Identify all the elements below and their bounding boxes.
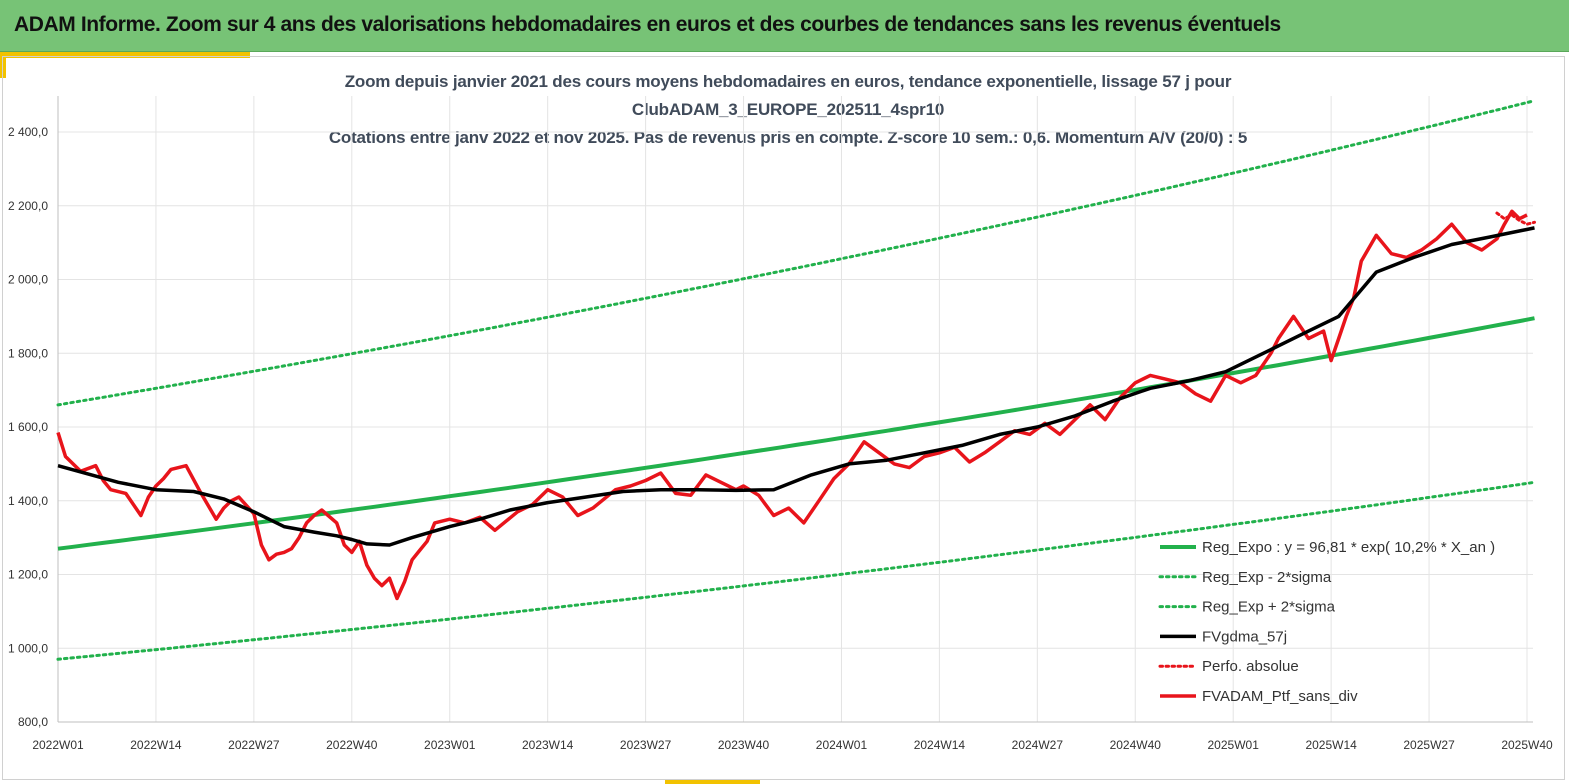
legend-label-reg-minus: Reg_Exp - 2*sigma bbox=[1202, 569, 1332, 586]
y-tick-label: 2 400,0 bbox=[8, 125, 48, 139]
bottom-accent bbox=[665, 780, 760, 784]
series-reg-minus bbox=[56, 480, 1536, 661]
x-tick-label: 2024W27 bbox=[1012, 738, 1064, 752]
x-tick-label: 2022W27 bbox=[228, 738, 280, 752]
accent-left bbox=[0, 52, 6, 78]
tick-layer: 800,0 1 000,0 1 200,0 1 400,0 1 600,0 1 800,0… bbox=[8, 96, 1553, 752]
series-layer bbox=[56, 99, 1536, 661]
x-tick-label: 2023W40 bbox=[718, 738, 770, 752]
accent-bar bbox=[0, 52, 250, 58]
y-tick-label: 1 600,0 bbox=[8, 420, 48, 434]
header-title: ADAM Informe. Zoom sur 4 ans des valoris… bbox=[14, 13, 1281, 36]
legend-label-gdma: FVgdma_57j bbox=[1202, 628, 1287, 645]
legend-label-ptf: FVADAM_Ptf_sans_div bbox=[1202, 688, 1358, 705]
y-tick-label: 800,0 bbox=[18, 715, 48, 729]
series-reg bbox=[57, 316, 1535, 551]
legend: Reg_Expo : y = 96,81 * exp( 10,2% * X_an… bbox=[1158, 539, 1495, 705]
series-perf bbox=[1495, 211, 1536, 226]
y-tick-label: 1 800,0 bbox=[8, 346, 48, 360]
x-tick-label: 2023W14 bbox=[522, 738, 574, 752]
x-tick-label: 2023W27 bbox=[620, 738, 672, 752]
series-reg-plus bbox=[56, 99, 1536, 407]
legend-label-perf: Perfo. absolue bbox=[1202, 658, 1299, 675]
legend-label-reg: Reg_Expo : y = 96,81 * exp( 10,2% * X_an… bbox=[1202, 539, 1495, 556]
y-tick-label: 1 000,0 bbox=[8, 641, 48, 655]
chart-title-line-2: ClubADAM_3_EUROPE_202511_4spr10 bbox=[631, 100, 945, 119]
legend-label-reg-plus: Reg_Exp + 2*sigma bbox=[1202, 599, 1336, 616]
x-tick-label: 2024W40 bbox=[1110, 738, 1162, 752]
series-ptf bbox=[56, 209, 1528, 601]
x-tick-label: 2025W27 bbox=[1403, 738, 1455, 752]
x-tick-label: 2025W40 bbox=[1501, 738, 1553, 752]
y-tick-label: 1 400,0 bbox=[8, 494, 48, 508]
chart-title-line-1: Zoom depuis janvier 2021 des cours moyen… bbox=[344, 72, 1232, 91]
x-tick-label: 2024W01 bbox=[816, 738, 868, 752]
x-tick-label: 2022W14 bbox=[130, 738, 182, 752]
x-tick-label: 2025W01 bbox=[1208, 738, 1260, 752]
x-tick-label: 2025W14 bbox=[1305, 738, 1357, 752]
x-tick-label: 2022W40 bbox=[326, 738, 378, 752]
x-tick-label: 2023W01 bbox=[424, 738, 476, 752]
y-tick-label: 2 200,0 bbox=[8, 199, 48, 213]
chart-frame bbox=[2, 56, 1565, 780]
chart-title: Zoom depuis janvier 2021 des cours moyen… bbox=[200, 68, 1376, 152]
x-tick-label: 2022W01 bbox=[32, 738, 84, 752]
grid-layer bbox=[57, 96, 1533, 723]
chart-title-line-3: Cotations entre janv 2022 et nov 2025. P… bbox=[328, 128, 1248, 147]
x-tick-label: 2024W14 bbox=[914, 738, 966, 752]
y-tick-label: 2 000,0 bbox=[8, 273, 48, 287]
series-gdma bbox=[57, 226, 1535, 547]
y-tick-label: 1 200,0 bbox=[8, 568, 48, 582]
header-bar: ADAM Informe. Zoom sur 4 ans des valoris… bbox=[0, 0, 1569, 52]
